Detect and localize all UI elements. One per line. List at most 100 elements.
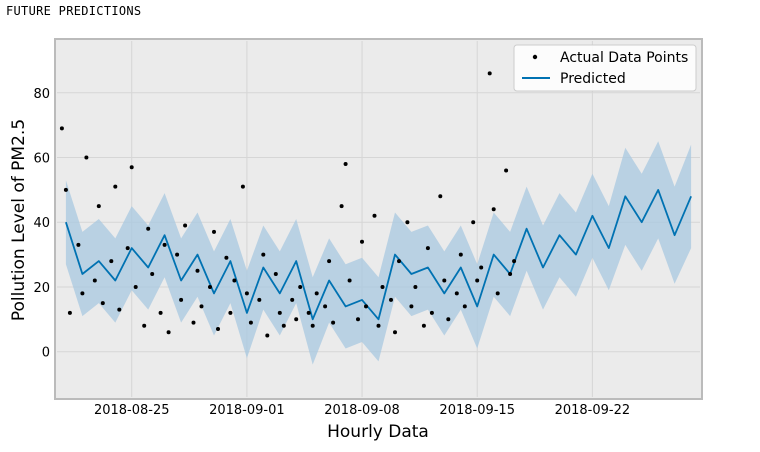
actual-data-point [100,301,105,306]
actual-data-point [290,297,295,302]
actual-data-point [356,317,360,322]
predicted-series-line [65,188,692,321]
actual-data-point [273,272,278,276]
actual-data-point [240,184,245,189]
y-axis-label: Pollution Level of PM2.5 [9,119,29,321]
actual-data-point [421,323,426,328]
legend-box [513,44,697,92]
actual-data-point [429,310,434,315]
predicted-line [65,188,692,321]
actual-data-point [360,239,364,244]
x-tick-label: 2018-09-15 [439,403,515,418]
actual-data-point [199,304,204,309]
actual-data-point [306,310,311,315]
actual-data-point [129,165,134,170]
actual-data-point [323,304,328,309]
actual-data-point [405,220,410,225]
actual-data-point [63,187,68,192]
actual-data-point [462,304,467,309]
y-tick-label: 80 [33,87,50,102]
actual-data-point [479,265,484,270]
x-tick-label: 2018-08-25 [94,403,170,418]
x-axis-ticks: 2018-08-25 2018-09-01 2018-09-08 2018-09-15… [94,403,630,418]
actual-data-point [76,242,81,247]
actual-data-point [508,272,513,276]
actual-data-point [208,285,212,289]
actual-data-point [438,194,443,199]
actual-data-point [162,242,167,247]
actual-data-point [380,285,385,289]
actual-data-point [475,278,480,283]
x-tick-label: 2018-09-08 [324,403,400,418]
uncertainty-band [65,141,692,365]
actual-data-point [179,297,184,302]
actual-data-point [281,323,286,328]
actual-data-point [80,291,85,296]
actual-data-point [327,259,332,264]
actual-data-point [113,184,118,189]
actual-data-point [257,297,262,302]
actual-data-point [133,285,138,289]
y-tick-label: 60 [33,152,50,167]
y-tick-label: 0 [42,346,50,361]
actual-data-point [458,252,463,257]
legend-actual-label: Actual Data Points [560,50,688,66]
actual-data-point [125,246,130,251]
actual-data-point [216,327,220,331]
y-axis-ticks: 0 20 40 60 80 [33,87,50,361]
actual-data-point [491,207,496,212]
uncertainty-band-area [65,141,692,365]
actual-data-point [67,310,72,315]
y-tick-label: 40 [33,216,50,231]
y-tick-label: 20 [33,281,50,296]
actual-points [59,71,517,338]
actual-data-point [413,285,418,289]
actual-data-point [347,278,352,283]
actual-data-point [191,320,196,325]
actual-data-point [314,291,319,296]
actual-data-point [117,307,122,312]
actual-data-point [294,317,299,322]
actual-data-point [166,330,171,335]
legend-actual-marker [532,54,538,60]
actual-data-point [364,304,368,309]
actual-data-point [244,291,249,296]
actual-data-point [212,229,216,234]
actual-data-point [84,155,89,160]
legend: Actual Data Points Predicted [513,44,697,92]
actual-data-point [150,272,155,276]
actual-data-point [409,304,414,309]
x-tick-label: 2018-09-01 [209,403,285,418]
actual-data-point [109,259,114,264]
actual-data-point [158,310,163,315]
actual-data-point [232,278,237,283]
actual-data-point [372,213,377,218]
actual-data-point [261,252,266,257]
actual-data-point [298,285,303,289]
actual-data-point [228,310,233,315]
actual-data-point [512,259,517,264]
actual-data-point [265,333,270,338]
actual-data-point [376,323,381,328]
x-tick-label: 2018-09-22 [555,403,631,418]
actual-data-point [92,278,97,283]
actual-data-point [425,246,430,251]
page-title: FUTURE PREDICTIONS [6,4,142,18]
actual-data-point [96,204,101,209]
actual-data-point [146,226,151,231]
actual-data-point [454,291,459,296]
actual-data-point [504,168,509,173]
actual-data-point [183,223,188,228]
actual-data-point [142,323,147,328]
x-axis-label: Hourly Data [327,422,429,442]
actual-data-point [442,278,447,283]
actual-data-point [446,317,451,322]
actual-data-point [224,255,229,260]
actual-data-point [393,330,397,335]
actual-data-point [277,310,282,315]
actual-data-point [339,204,344,209]
actual-data-point [389,297,393,302]
actual-data-point [331,320,336,325]
actual-data-point [175,252,180,257]
